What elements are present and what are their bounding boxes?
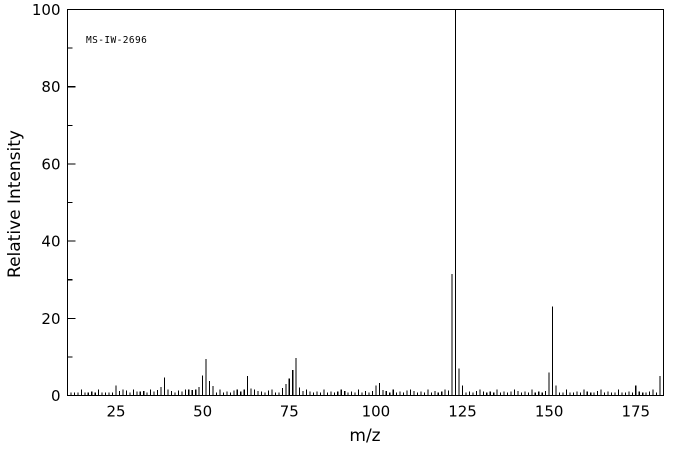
y-axis-title: Relative Intensity [5, 130, 25, 278]
x-tick-label: 125 [448, 403, 477, 421]
x-tick-label: 100 [362, 403, 391, 421]
y-axis-tick-labels: 0 20 40 60 80 100 [32, 1, 61, 405]
x-tick-label: 150 [535, 403, 564, 421]
y-tick-label: 0 [51, 387, 61, 405]
spectrum-id-annotation: MS-IW-2696 [86, 35, 147, 46]
spectrum-peaks [80, 9, 665, 396]
x-tick-label: 25 [106, 403, 125, 421]
y-tick-label: 100 [32, 1, 61, 19]
x-tick-label: 75 [280, 403, 299, 421]
y-tick-label: 40 [41, 233, 60, 251]
x-tick-label: 50 [193, 403, 212, 421]
x-axis-title: m/z [349, 426, 380, 446]
y-tick-label: 60 [41, 155, 60, 173]
y-tick-label: 20 [41, 310, 60, 328]
y-tick-label: 80 [41, 78, 60, 96]
x-tick-label: 175 [621, 403, 650, 421]
x-axis-tick-labels: 25 50 75 100 125 150 175 [106, 403, 650, 421]
